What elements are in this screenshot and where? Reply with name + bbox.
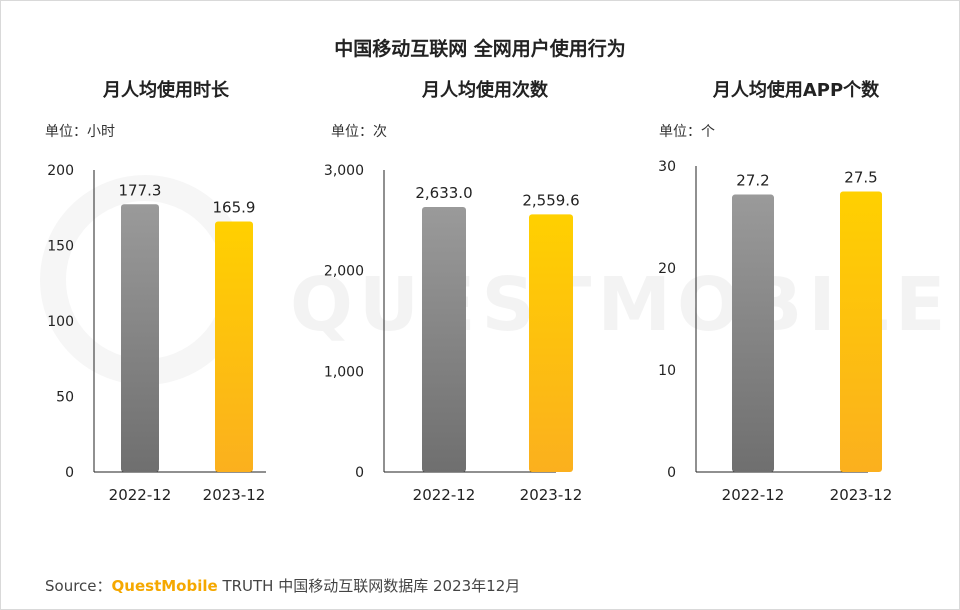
y-tick-label: 0 [667,465,676,481]
bar-2023-12 [215,221,253,472]
bar-2023-12 [529,214,573,472]
bar-value-label: 177.3 [119,181,162,199]
unit-label-apps: 单位：个 [659,124,715,140]
chart-duration: 0 50 100 150 200 177.3 2022-12 165.9 2023-12 [47,163,266,504]
chart-apps: 0 10 20 30 27.2 2022-12 27.5 2023-12 [658,159,893,504]
y-tick-label: 2,000 [324,264,364,280]
x-tick-label: 2023-12 [203,486,266,504]
bar-value-label: 27.2 [736,172,769,190]
y-tick-label: 200 [47,163,74,179]
source-footer: Source：QuestMobile TRUTH 中国移动互联网数据库 2023… [45,575,520,596]
y-tick-label: 1,000 [324,364,364,380]
bar-value-label: 2,559.6 [522,191,579,209]
unit-label-sessions: 单位：次 [331,124,387,140]
main-title: 中国移动互联网 全网用户使用行为 [334,38,626,60]
x-tick-label: 2022-12 [413,486,476,504]
y-tick-label: 0 [65,465,74,481]
bar-value-label: 27.5 [844,169,877,187]
chart-sessions: 0 1,000 2,000 3,000 2,633.0 2022-12 2,559.6 202… [324,163,583,504]
x-tick-label: 2022-12 [109,486,172,504]
unit-label-duration: 单位：小时 [45,124,115,140]
y-tick-label: 10 [658,363,676,379]
bar-2022-12 [121,204,159,472]
bar-2022-12 [732,194,774,472]
source-prefix: Source： [45,577,112,595]
x-tick-label: 2022-12 [722,486,785,504]
panel-title-duration: 月人均使用时长 [103,80,229,101]
watermark-text: QUESTMOBILE [290,262,952,348]
panel-title-sessions: 月人均使用次数 [422,80,548,101]
y-tick-label: 150 [47,239,74,255]
x-tick-label: 2023-12 [520,486,583,504]
source-suffix: TRUTH 中国移动互联网数据库 2023年12月 [217,577,521,595]
y-tick-label: 30 [658,159,676,175]
source-brand: QuestMobile [111,577,218,595]
bar-value-label: 165.9 [213,198,256,216]
y-tick-label: 100 [47,314,74,330]
y-tick-label: 0 [355,465,364,481]
y-tick-label: 20 [658,261,676,277]
panel-title-apps: 月人均使用APP个数 [712,80,880,101]
y-tick-label: 50 [56,390,74,406]
x-tick-label: 2023-12 [830,486,893,504]
bar-value-label: 2,633.0 [415,184,472,202]
bar-2023-12 [840,191,882,472]
bar-2022-12 [422,206,466,472]
y-tick-label: 3,000 [324,163,364,179]
